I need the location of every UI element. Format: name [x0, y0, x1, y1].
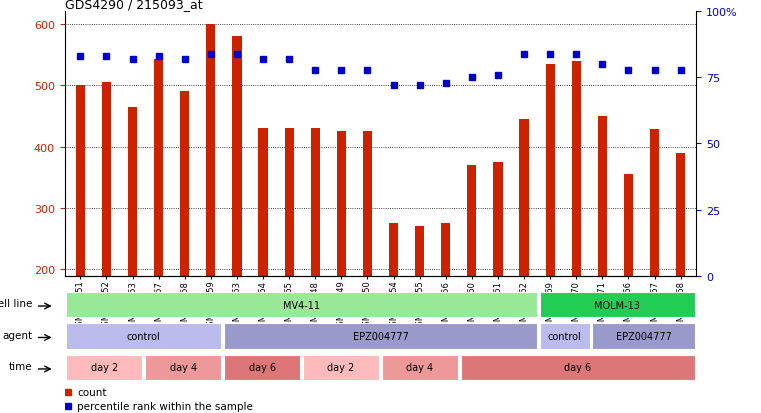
Bar [310, 129, 320, 276]
Text: MV4-11: MV4-11 [283, 300, 320, 310]
Bar [650, 130, 659, 276]
Text: day 6: day 6 [565, 363, 591, 373]
Bar [415, 227, 424, 276]
Text: control: control [548, 331, 581, 341]
Bar [337, 132, 346, 276]
Bar [259, 129, 268, 276]
Bar [76, 86, 85, 276]
Bar [303, 355, 379, 380]
Bar [540, 324, 590, 349]
Bar [382, 355, 458, 380]
Bar [128, 107, 137, 276]
Bar [592, 324, 695, 349]
Text: day 2: day 2 [327, 363, 355, 373]
Bar [676, 153, 685, 276]
Bar [145, 355, 221, 380]
Bar [441, 224, 451, 276]
Bar [467, 166, 476, 276]
Bar [224, 324, 537, 349]
Text: count: count [78, 387, 107, 397]
Bar [285, 129, 294, 276]
Bar [624, 175, 633, 276]
Bar [224, 355, 301, 380]
Text: EPZ004777: EPZ004777 [616, 331, 672, 341]
Bar [598, 116, 607, 276]
Bar [520, 120, 529, 276]
Bar [460, 355, 695, 380]
Text: day 4: day 4 [406, 363, 434, 373]
Bar [572, 62, 581, 276]
Bar [154, 60, 163, 276]
Text: cell line: cell line [0, 298, 33, 308]
Bar [232, 37, 241, 276]
Bar [546, 64, 555, 276]
Text: time: time [9, 361, 33, 371]
Text: MOLM-13: MOLM-13 [594, 300, 640, 310]
Bar [540, 292, 695, 317]
Bar [66, 324, 221, 349]
Bar [206, 25, 215, 276]
Text: EPZ004777: EPZ004777 [352, 331, 409, 341]
Bar [66, 292, 537, 317]
Bar [66, 355, 142, 380]
Text: GDS4290 / 215093_at: GDS4290 / 215093_at [65, 0, 202, 11]
Bar [102, 83, 111, 276]
Text: day 4: day 4 [170, 363, 196, 373]
Text: day 2: day 2 [91, 363, 118, 373]
Bar [363, 132, 372, 276]
Text: control: control [127, 331, 161, 341]
Text: day 6: day 6 [249, 363, 275, 373]
Bar [493, 163, 502, 276]
Bar [180, 92, 189, 276]
Text: agent: agent [2, 330, 33, 339]
Text: percentile rank within the sample: percentile rank within the sample [78, 401, 253, 411]
Bar [389, 224, 398, 276]
